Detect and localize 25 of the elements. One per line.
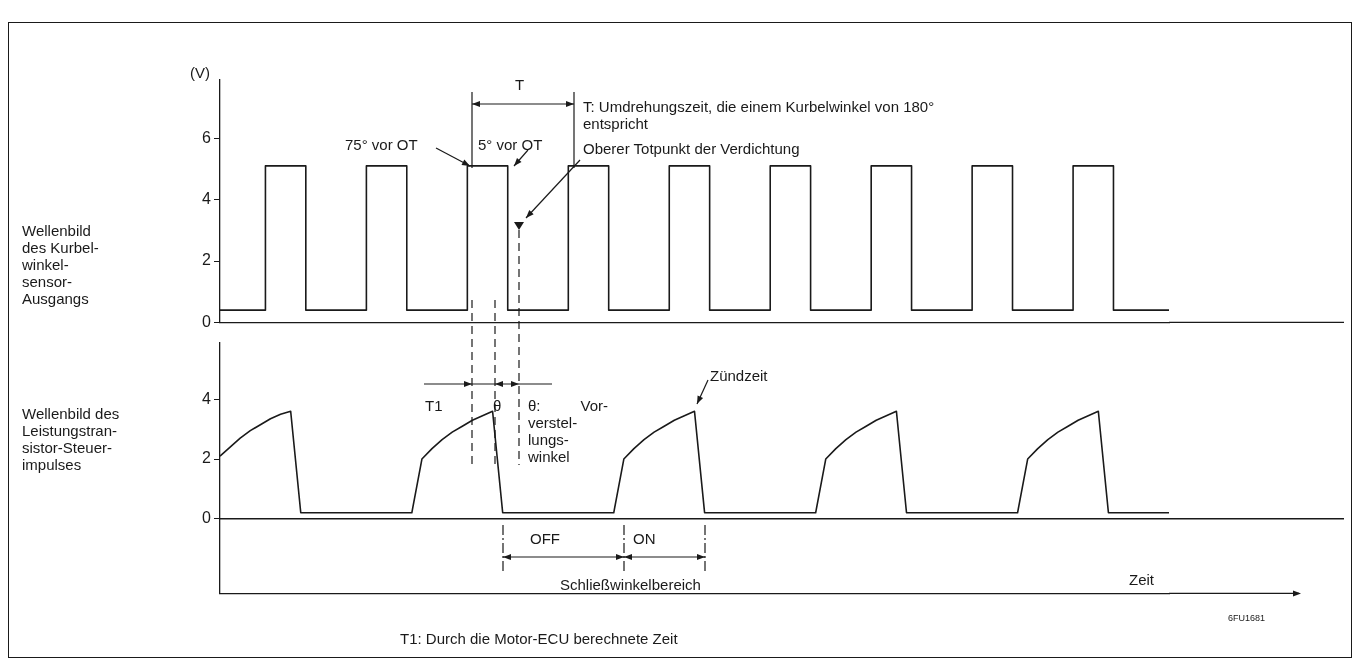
annotation: T <box>515 76 525 93</box>
y-tick-label: 2 <box>202 449 212 467</box>
text: (V) <box>190 64 210 81</box>
y-tick-label: 0 <box>202 312 212 330</box>
annotation: θ: Vor-verstel-lungs-winkel <box>528 397 608 465</box>
annotation: Zündzeit <box>710 367 768 384</box>
annotation: T1 <box>425 397 443 414</box>
annotation: 75° vor OT <box>345 136 418 153</box>
y-axis-title: Wellenbild des Leistungstran-sistor-Steuer-impulses <box>22 405 121 473</box>
annotation: T: Umdrehungszeit, die einem Kurbelwinkel von 180° entspricht <box>583 98 936 132</box>
y-tick-label: 0 <box>202 509 212 527</box>
annotation: Oberer Totpunkt der Verdichtung <box>583 140 800 157</box>
annotation: 5° vor OT <box>478 136 543 153</box>
y-tick-label: 2 <box>202 251 212 269</box>
text: T1: Durch die Motor-ECU berechnete Zeit <box>400 630 678 647</box>
x-axis-title: Zeit <box>1129 571 1155 589</box>
annotation: OFF <box>530 530 560 547</box>
y-tick-label: 6 <box>202 128 212 146</box>
annotation: θ <box>493 397 502 414</box>
y-tick-label: 4 <box>202 190 212 208</box>
annotation: ON <box>633 530 656 547</box>
text: 6FU1681 <box>1228 612 1266 625</box>
y-tick-label: 4 <box>202 389 212 407</box>
y-axis-title: Wellenbild des Kurbel-winkel-sensor-Ausgangs <box>22 222 100 307</box>
annotation: Schließwinkelbereich <box>560 576 701 593</box>
